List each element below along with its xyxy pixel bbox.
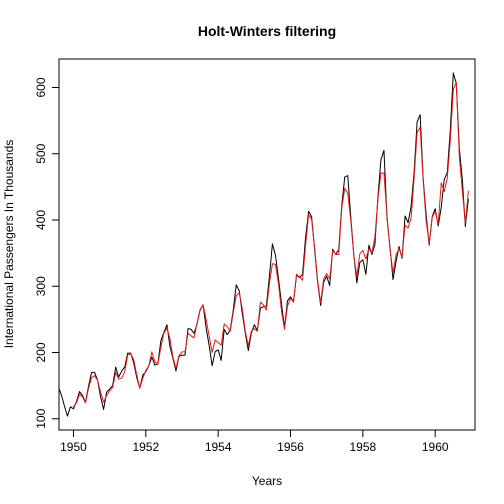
y-tick-label: 500 [34,143,48,163]
y-tick-label: 200 [34,342,48,362]
chart-title: Holt-Winters filtering [198,23,336,39]
y-axis: 100 200 300 400 500 600 [34,77,59,429]
series-layer [59,72,469,417]
x-axis: 1950 1952 1954 1956 1958 1960 [60,430,449,454]
x-tick-label: 1954 [205,440,232,454]
fitted-series-line [73,81,469,408]
x-tick-label: 1958 [350,440,377,454]
observed-series-line [59,72,469,417]
y-axis-label: International Passengers In Thousands [2,140,16,349]
y-tick-label: 300 [34,276,48,296]
x-axis-label: Years [252,474,282,488]
plot-frame [58,58,476,431]
y-tick-label: 600 [34,77,48,97]
y-tick-label: 400 [34,210,48,230]
x-tick-label: 1956 [277,440,304,454]
x-tick-label: 1952 [132,440,159,454]
y-tick-label: 100 [34,408,48,428]
x-tick-label: 1950 [60,440,87,454]
x-tick-label: 1960 [422,440,449,454]
